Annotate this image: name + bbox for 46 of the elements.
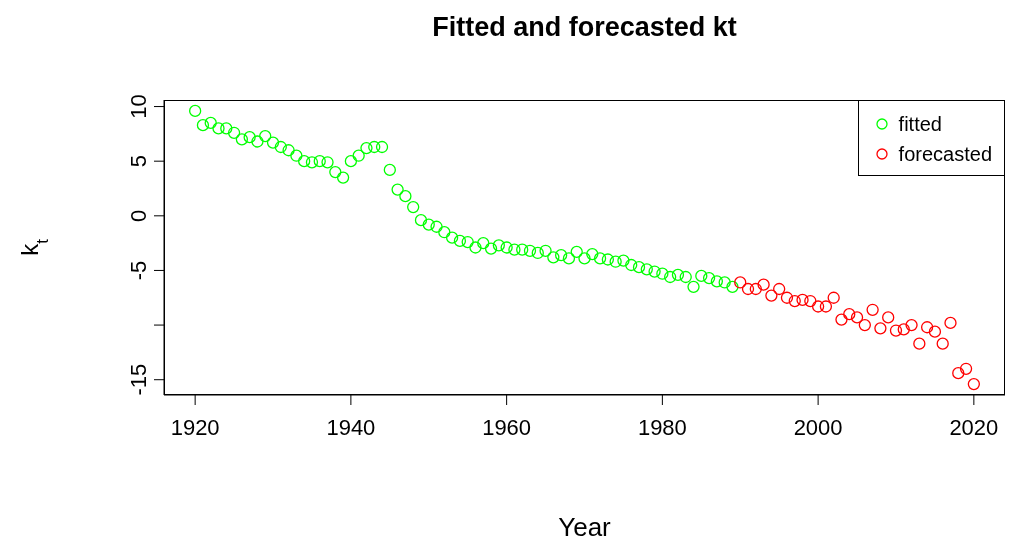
point [827,291,840,304]
y-tick-label: 0 [126,209,151,222]
point [959,362,973,375]
point [796,293,809,307]
point [850,311,864,324]
y-tick-label: 5 [126,155,151,168]
x-tick-label: 2020 [949,415,999,440]
point [889,324,903,337]
legend-label: forecasted [898,142,992,166]
x-tick-label: 1940 [326,415,376,440]
y-tick-label: -5 [126,260,151,281]
point [913,337,926,350]
chart-title: Fitted and forecasted kt [431,12,738,43]
point [765,289,778,302]
x-axis-title: Year [558,512,612,542]
point [897,323,910,336]
legend-label: fitted [898,112,942,136]
point [773,282,786,296]
point [928,325,942,338]
point [788,294,801,308]
point [905,318,918,332]
x-tick-label: 1960 [482,415,532,440]
point [920,321,934,334]
point [749,282,762,296]
point [835,313,848,326]
point [882,311,895,324]
point [967,377,980,391]
point [734,276,747,289]
x-tick-label: 1980 [637,415,687,440]
point [843,308,856,321]
point [757,278,770,291]
y-tick-label: 10 [126,94,151,119]
point [804,294,817,308]
point [819,300,833,313]
point [936,337,949,350]
point [874,322,887,335]
point [952,367,965,380]
point [866,303,879,316]
point [858,318,871,332]
point [780,291,794,304]
point [944,316,957,330]
y-tick-label: -15 [126,363,151,396]
point [741,282,755,296]
point [811,300,825,313]
x-tick-label: 1920 [170,415,220,440]
x-tick-label: 2000 [793,415,843,440]
